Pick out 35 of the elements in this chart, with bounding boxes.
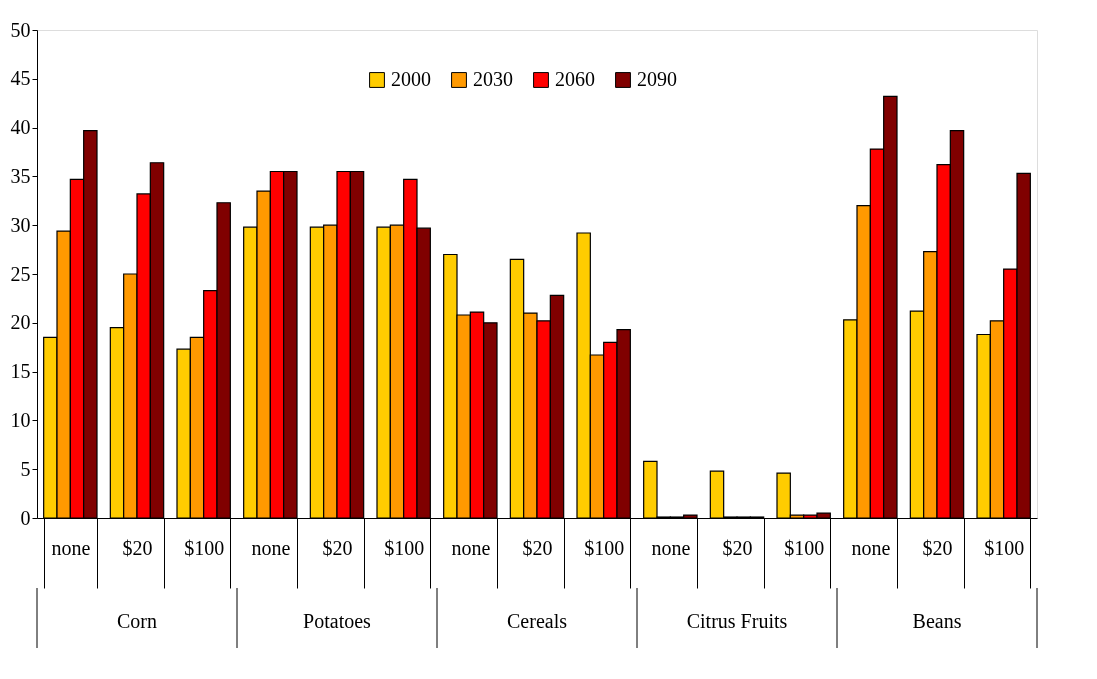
legend-label: 2090 bbox=[637, 68, 677, 90]
y-tick-label: 15 bbox=[10, 360, 31, 383]
y-tick-label: 40 bbox=[10, 116, 31, 139]
x-tick-label: $100 bbox=[584, 536, 625, 559]
y-tick-label: 35 bbox=[10, 164, 31, 187]
y-tick-label: 0 bbox=[20, 506, 31, 529]
y-tick-label: 25 bbox=[10, 262, 31, 285]
x-tick-label: $100 bbox=[784, 536, 825, 559]
x-tick-label: $100 bbox=[384, 536, 425, 559]
x-tick-label: none bbox=[851, 536, 891, 559]
y-tick-label: 10 bbox=[10, 408, 31, 431]
text: Citrus Fruits bbox=[686, 610, 788, 632]
y-tick-label: 5 bbox=[20, 457, 31, 480]
x-tick-label: none bbox=[251, 536, 291, 559]
legend-label: 2060 bbox=[555, 68, 595, 90]
x-tick-label: $20 bbox=[722, 536, 753, 559]
text: Cereals bbox=[507, 610, 568, 632]
text: Potatoes bbox=[303, 610, 372, 632]
x-tick-label: none bbox=[451, 536, 491, 559]
x-tick-label: $20 bbox=[922, 536, 953, 559]
x-tick-label: none bbox=[651, 536, 691, 559]
y-tick-label: 30 bbox=[10, 213, 31, 236]
y-tick-label: 45 bbox=[10, 67, 31, 90]
x-tick-label: $100 bbox=[184, 536, 225, 559]
text: Beans bbox=[912, 610, 962, 632]
x-tick-label: $20 bbox=[122, 536, 153, 559]
text: Corn bbox=[117, 610, 157, 632]
x-tick-label: $20 bbox=[322, 536, 353, 559]
x-tick-label: $20 bbox=[522, 536, 553, 559]
y-tick-label: 20 bbox=[10, 311, 31, 334]
y-tick-label: 50 bbox=[10, 18, 31, 41]
x-tick-label: $100 bbox=[984, 536, 1025, 559]
legend-label: 2030 bbox=[473, 68, 513, 90]
legend-label: 2000 bbox=[391, 68, 431, 90]
x-tick-label: none bbox=[51, 536, 91, 559]
